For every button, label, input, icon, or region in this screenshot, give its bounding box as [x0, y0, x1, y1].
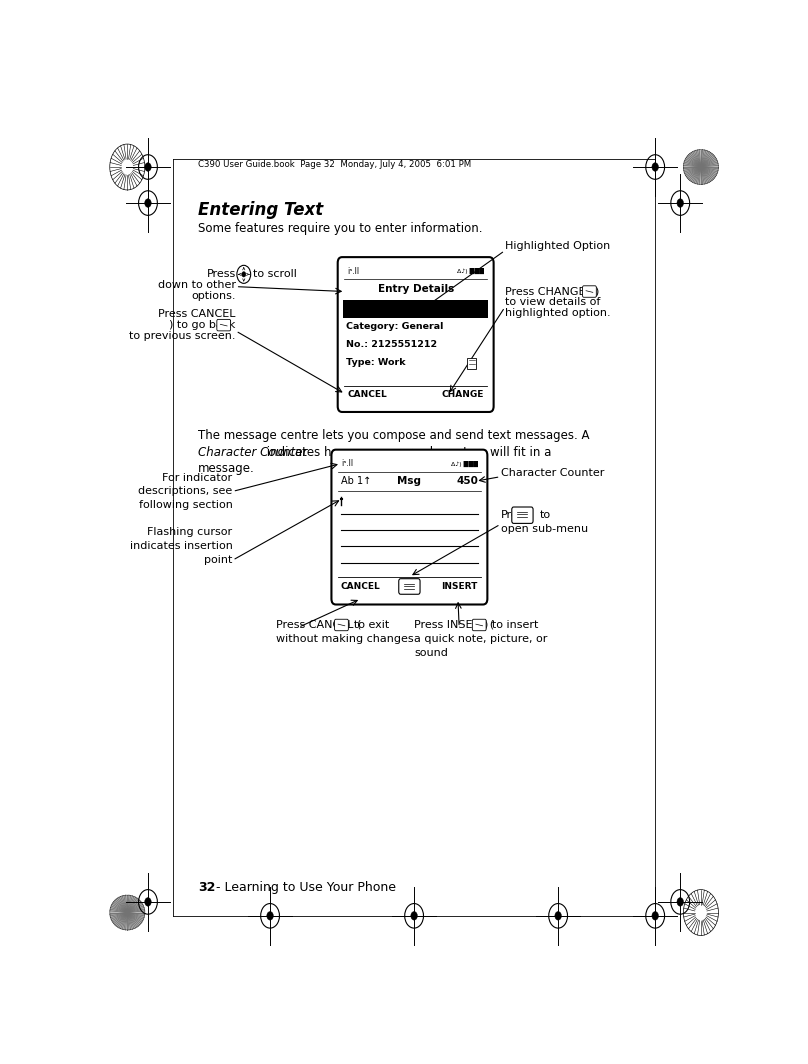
Text: Entering Text: Entering Text	[198, 201, 323, 218]
Text: INSERT: INSERT	[442, 582, 478, 591]
Text: Press CANCEL: Press CANCEL	[158, 310, 236, 319]
Text: Character Counter: Character Counter	[500, 467, 604, 478]
Text: CHANGE: CHANGE	[442, 390, 484, 399]
Text: following section: following section	[139, 500, 233, 511]
FancyBboxPatch shape	[343, 300, 488, 318]
Text: Ab 1↑: Ab 1↑	[341, 477, 371, 486]
Text: Flashing cursor: Flashing cursor	[147, 528, 233, 537]
Text: ) to go back: ) to go back	[169, 320, 236, 330]
Text: a quick note, picture, or: a quick note, picture, or	[415, 634, 548, 644]
Text: Press: Press	[207, 269, 236, 280]
Text: down to other: down to other	[158, 280, 236, 290]
Text: Msg: Msg	[398, 477, 422, 486]
Circle shape	[267, 912, 273, 920]
Circle shape	[410, 912, 418, 920]
FancyBboxPatch shape	[335, 619, 348, 631]
Text: 32: 32	[198, 881, 216, 895]
Text: without making changes: without making changes	[276, 634, 414, 644]
FancyBboxPatch shape	[217, 319, 230, 331]
Text: ) to insert: ) to insert	[484, 620, 539, 630]
FancyBboxPatch shape	[467, 358, 476, 368]
Text: Category: General: Category: General	[347, 322, 444, 331]
Text: indicates insertion: indicates insertion	[129, 542, 233, 551]
Text: iᵃ.ll: iᵃ.ll	[347, 267, 360, 276]
FancyBboxPatch shape	[473, 619, 486, 631]
Text: Character Counter: Character Counter	[198, 446, 307, 459]
Text: Type: Work: Type: Work	[347, 359, 406, 367]
Text: sound: sound	[415, 648, 448, 658]
Text: to previous screen.: to previous screen.	[129, 331, 236, 340]
Text: options.: options.	[191, 290, 236, 301]
Circle shape	[652, 163, 659, 171]
Text: Highlighted Option: Highlighted Option	[505, 242, 610, 251]
Text: C390 User Guide.book  Page 32  Monday, July 4, 2005  6:01 PM: C390 User Guide.book Page 32 Monday, Jul…	[198, 160, 471, 169]
Ellipse shape	[110, 895, 145, 930]
Text: CANCEL: CANCEL	[341, 582, 381, 591]
Text: descriptions, see: descriptions, see	[138, 486, 233, 497]
Text: Δ♪) ███: Δ♪) ███	[457, 268, 484, 275]
Text: point: point	[204, 555, 233, 565]
Text: Press CANCEL (: Press CANCEL (	[276, 620, 362, 630]
FancyBboxPatch shape	[338, 257, 494, 412]
Circle shape	[145, 199, 151, 207]
Text: - Learning to Use Your Phone: - Learning to Use Your Phone	[212, 881, 396, 895]
FancyBboxPatch shape	[511, 508, 533, 523]
Circle shape	[242, 271, 246, 277]
Circle shape	[145, 898, 151, 907]
Text: ): )	[595, 286, 599, 297]
Text: 450: 450	[456, 477, 478, 486]
Text: to: to	[540, 511, 550, 520]
Text: to scroll: to scroll	[253, 269, 297, 280]
Text: open sub-menu: open sub-menu	[500, 525, 587, 534]
Text: ) to exit: ) to exit	[347, 620, 389, 630]
Text: highlighted option.: highlighted option.	[505, 307, 611, 318]
Text: For indicator: For indicator	[162, 472, 233, 482]
Text: Press CHANGE (: Press CHANGE (	[505, 286, 593, 297]
Text: No.: 2125551212: No.: 2125551212	[347, 340, 438, 349]
Text: Press INSERT (: Press INSERT (	[415, 620, 494, 630]
Text: Δ♪) ███: Δ♪) ███	[451, 461, 478, 467]
Circle shape	[145, 163, 151, 171]
Circle shape	[652, 912, 659, 920]
Circle shape	[555, 912, 562, 920]
Text: The message centre lets you compose and send text messages. A: The message centre lets you compose and …	[198, 429, 590, 443]
Text: to view details of: to view details of	[505, 297, 600, 307]
Text: message.: message.	[198, 462, 255, 475]
FancyBboxPatch shape	[399, 579, 420, 595]
Circle shape	[677, 898, 684, 907]
Text: CANCEL: CANCEL	[347, 390, 387, 399]
Text: iᵃ.ll: iᵃ.ll	[341, 459, 353, 468]
Text: Entry Details: Entry Details	[377, 284, 454, 295]
Text: Press: Press	[500, 511, 530, 520]
Circle shape	[677, 199, 684, 207]
Text: indicates how many more characters will fit in a: indicates how many more characters will …	[263, 446, 552, 459]
Text: Some features require you to enter information.: Some features require you to enter infor…	[198, 222, 482, 235]
FancyBboxPatch shape	[583, 286, 596, 297]
Ellipse shape	[684, 150, 718, 184]
Text: Name: John Smith: Name: John Smith	[347, 303, 445, 314]
FancyBboxPatch shape	[331, 450, 487, 604]
